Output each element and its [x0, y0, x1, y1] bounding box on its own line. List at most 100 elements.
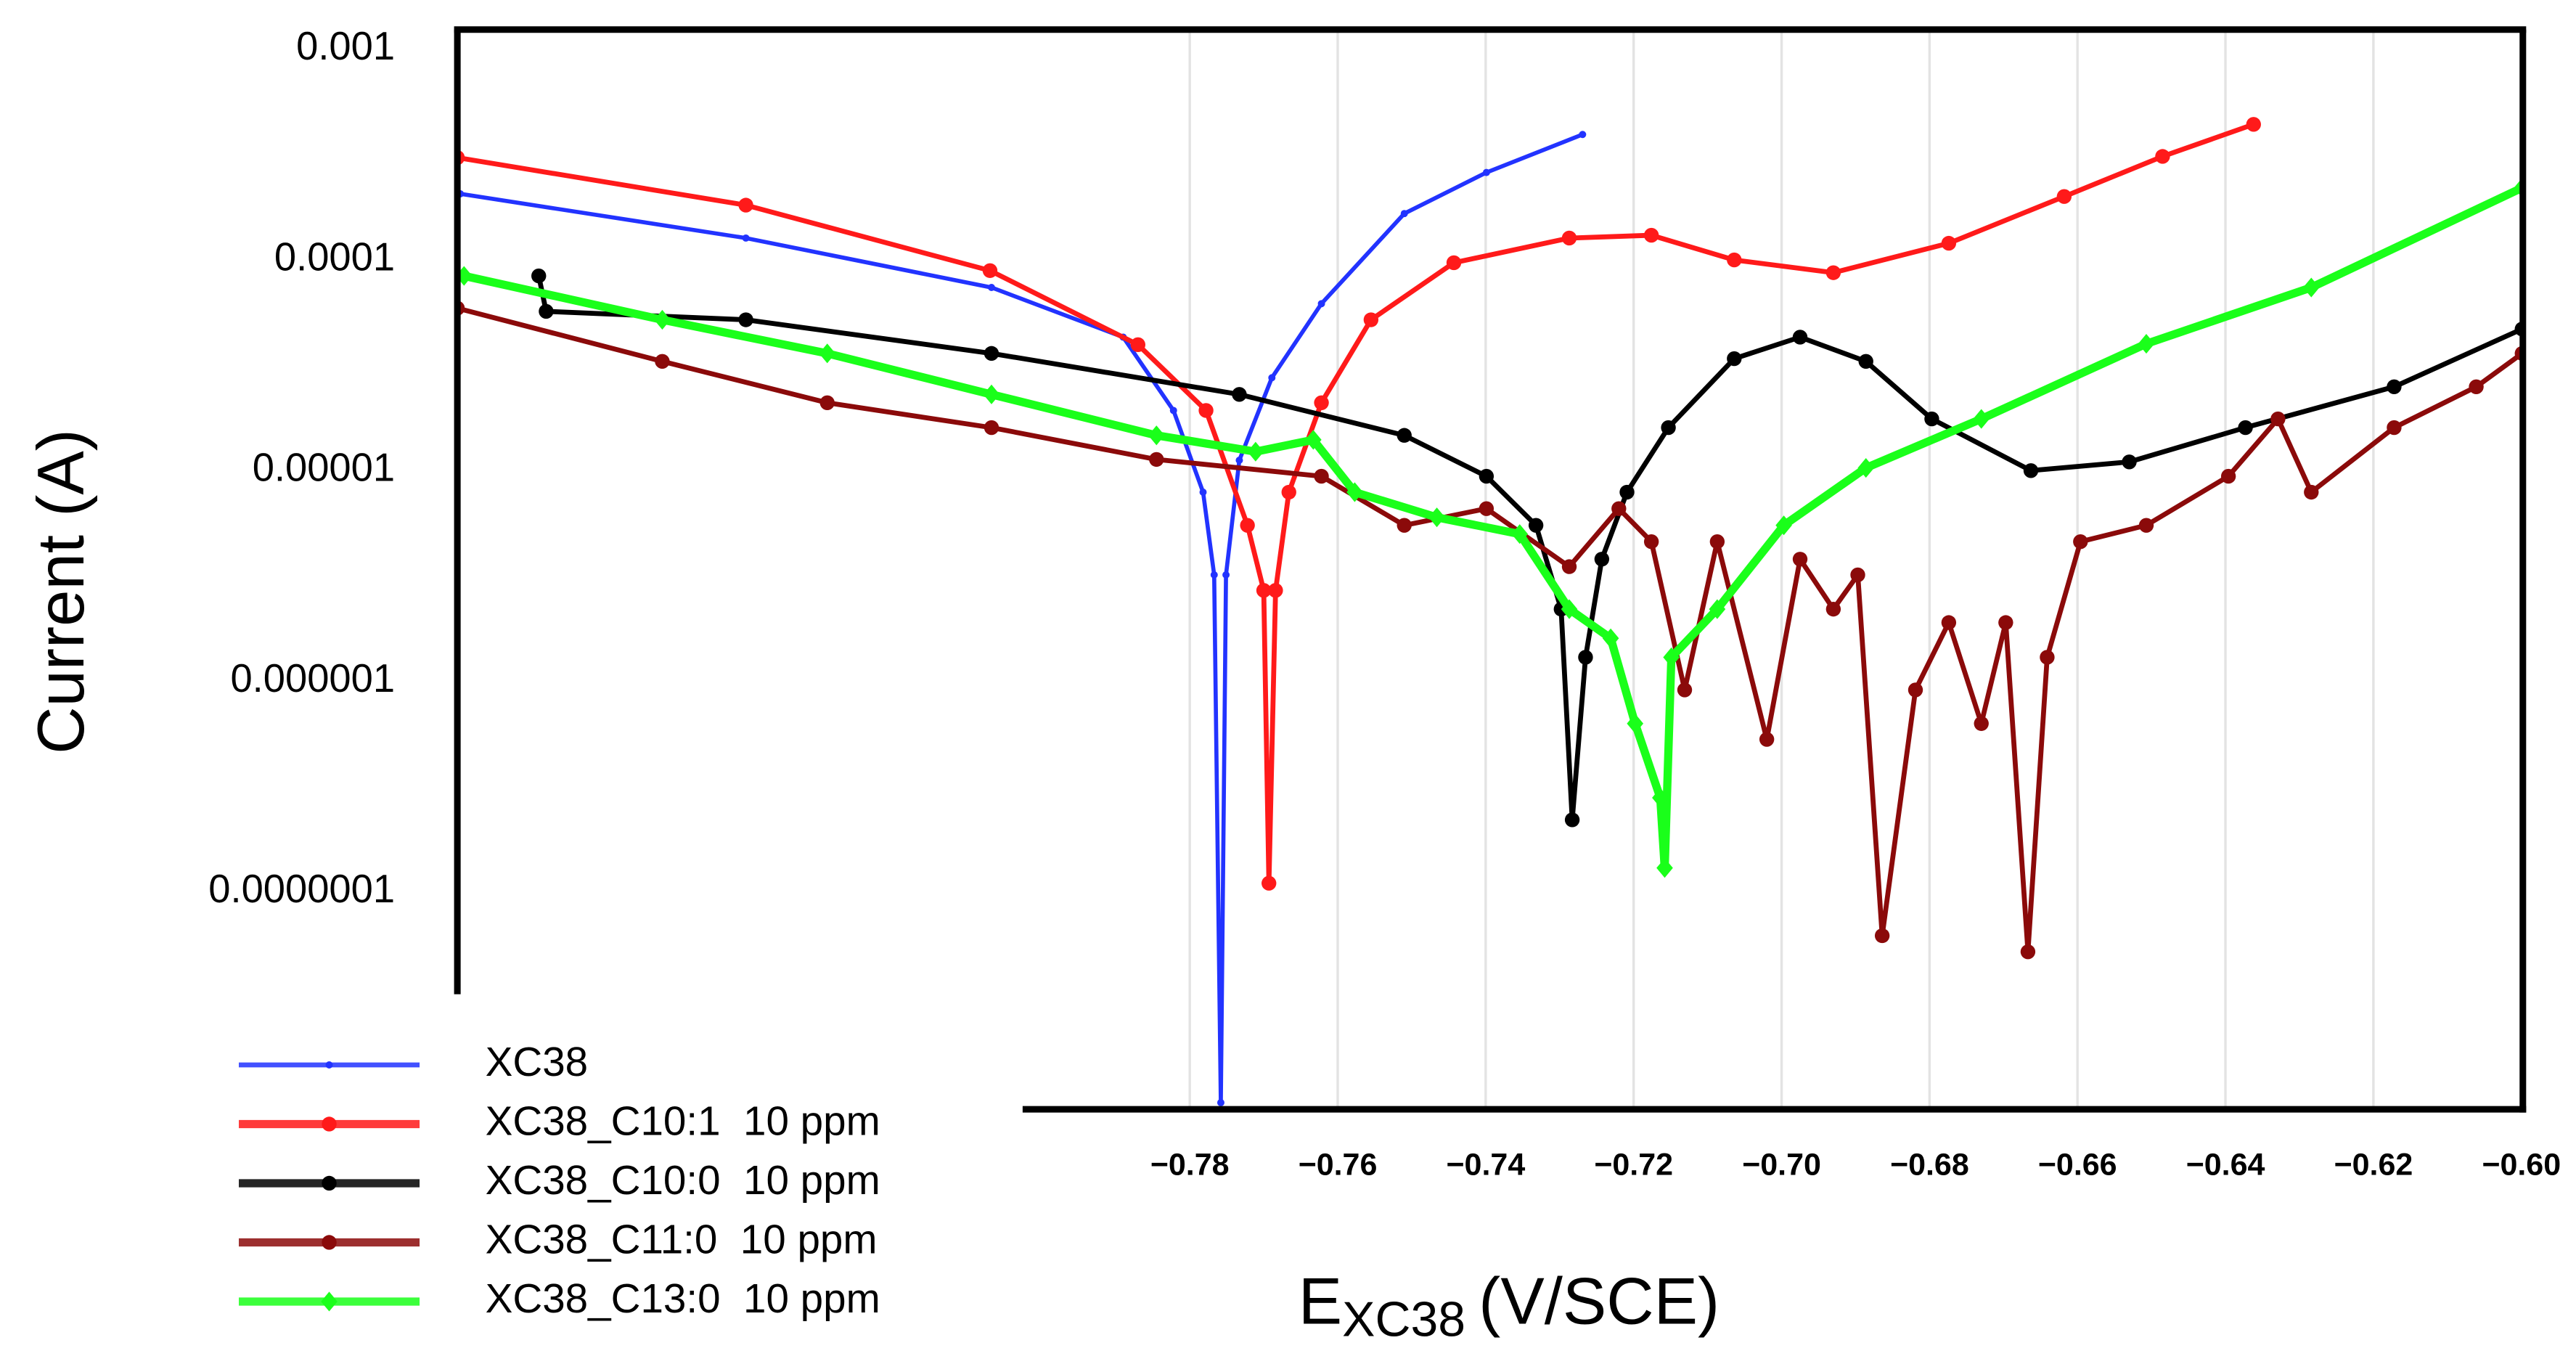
marker — [1792, 330, 1808, 345]
marker — [1169, 407, 1177, 414]
marker — [1479, 468, 1495, 484]
marker — [2246, 117, 2261, 132]
frame — [454, 26, 2527, 1113]
marker — [1446, 255, 1462, 271]
y-tick-label: 0.001 — [296, 24, 395, 68]
x-tick-label: −0.76 — [1299, 1148, 1378, 1183]
marker — [1397, 428, 1412, 443]
marker — [1256, 583, 1272, 598]
legend-label: XC38_C13:0 10 ppm — [486, 1275, 880, 1321]
marker — [1149, 452, 1164, 467]
x-tick-label: −0.72 — [1594, 1148, 1673, 1183]
marker — [1222, 571, 1230, 579]
legend-label: XC38 — [486, 1039, 589, 1085]
series — [457, 178, 2523, 878]
marker — [1281, 484, 1296, 500]
marker — [1941, 615, 1957, 630]
marker — [738, 197, 753, 213]
marker — [1998, 615, 2013, 630]
marker — [1908, 682, 1923, 698]
marker — [1199, 489, 1207, 496]
marker — [1482, 168, 1490, 176]
x-tick-label: −0.78 — [1150, 1148, 1230, 1183]
series — [457, 131, 1587, 1106]
marker — [738, 312, 753, 327]
legend: XC38 XC38_C10:1 10 ppm XC38_C10:0 10 ppm XC… — [239, 1039, 880, 1321]
y-axis-label: Current (A) — [25, 429, 98, 754]
marker — [2387, 420, 2402, 436]
marker — [2122, 454, 2137, 470]
marker — [1428, 507, 1445, 528]
marker — [1578, 650, 1593, 665]
marker — [2304, 484, 2319, 500]
x-tick-label: −0.68 — [1890, 1148, 1969, 1183]
marker — [1973, 409, 1990, 429]
series-line — [463, 184, 2523, 873]
marker — [1528, 518, 1544, 533]
marker — [1198, 403, 1214, 418]
marker — [325, 1061, 333, 1069]
marker — [2302, 277, 2320, 298]
x-tick-label: −0.64 — [2186, 1148, 2265, 1183]
marker — [1561, 599, 1578, 619]
marker — [1148, 425, 1165, 446]
y-tick-label: 0.00001 — [253, 446, 395, 490]
marker — [1709, 599, 1726, 619]
marker — [988, 284, 995, 292]
x-tick-label: −0.62 — [2334, 1148, 2413, 1183]
marker — [1619, 484, 1635, 500]
marker — [1727, 252, 1742, 268]
marker — [1661, 420, 1676, 436]
marker — [1727, 351, 1742, 367]
marker — [1643, 227, 1659, 243]
marker — [2270, 411, 2286, 427]
x-tick-label: −0.70 — [1742, 1148, 1821, 1183]
marker — [2220, 468, 2236, 484]
marker — [1857, 457, 1875, 478]
marker — [1656, 858, 1673, 878]
marker — [1874, 928, 1890, 944]
marker — [742, 234, 750, 242]
y-tick-label: 0.0001 — [274, 234, 395, 279]
marker — [982, 263, 998, 278]
marker — [1611, 501, 1627, 516]
marker — [1232, 387, 1247, 402]
marker — [1346, 482, 1363, 502]
marker — [1314, 468, 1329, 484]
marker — [2238, 420, 2253, 436]
marker — [1247, 441, 1264, 462]
marker — [1363, 312, 1379, 327]
marker — [2023, 463, 2039, 478]
marker — [1317, 300, 1325, 308]
legend-label: XC38_C11:0 10 ppm — [486, 1216, 878, 1262]
marker — [984, 346, 999, 362]
y-tick-label: 0.000001 — [230, 656, 395, 701]
series-line — [459, 132, 1584, 1105]
series — [457, 117, 2261, 891]
legend-label: XC38_C10:1 10 ppm — [486, 1098, 880, 1143]
marker — [1974, 716, 1989, 731]
x-tick-label: −0.66 — [2038, 1148, 2117, 1183]
marker — [1479, 501, 1495, 516]
marker — [2138, 518, 2154, 533]
labels: Current (A) EXC38 (V/SCE) — [25, 429, 1720, 1347]
marker — [322, 1175, 337, 1191]
marker — [1305, 430, 1322, 450]
marker — [1397, 518, 1412, 533]
marker — [2056, 189, 2072, 204]
marker — [531, 268, 547, 284]
x-label-sub: XC38 — [1342, 1292, 1465, 1347]
marker — [2040, 650, 2055, 665]
x-tick-label: −0.60 — [2482, 1148, 2561, 1183]
marker — [1858, 354, 1873, 369]
marker — [983, 384, 1000, 404]
marker — [1579, 131, 1587, 139]
marker — [1643, 534, 1659, 550]
marker — [1400, 210, 1408, 218]
marker — [654, 309, 671, 330]
marker — [1561, 230, 1577, 246]
marker — [1941, 235, 1957, 251]
marker — [1924, 411, 1939, 427]
marker — [1602, 628, 1619, 648]
